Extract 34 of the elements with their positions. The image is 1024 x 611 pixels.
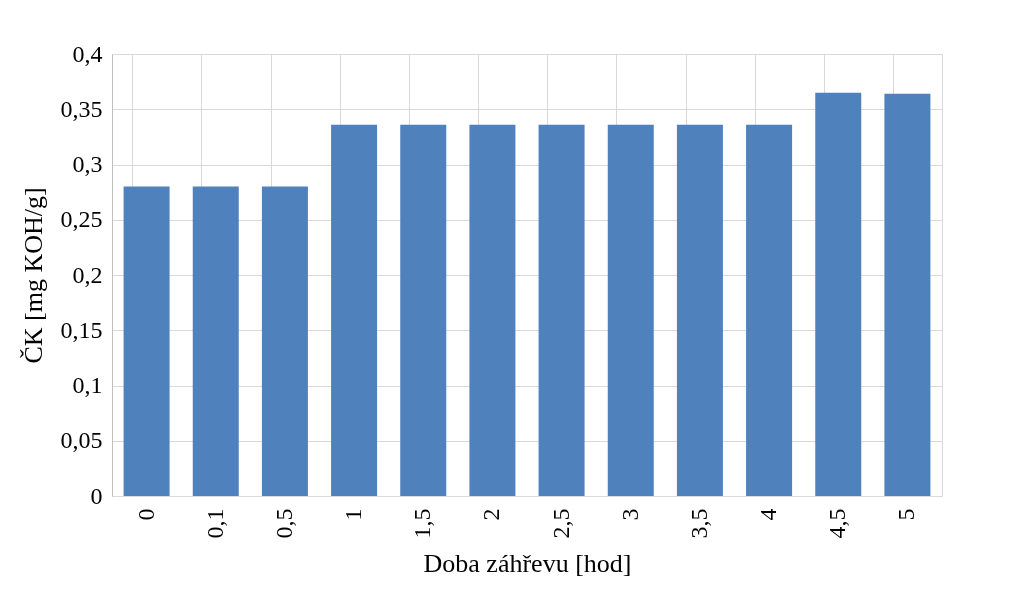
y-tick-label: 0,2 xyxy=(72,261,103,288)
bar xyxy=(123,186,170,496)
x-tick-label: 3,5 xyxy=(685,508,712,539)
y-tick-label: 0,3 xyxy=(72,151,103,177)
y-tick-label: 0,25 xyxy=(60,206,103,233)
x-tick-label: 2 xyxy=(478,508,505,521)
bar xyxy=(331,124,378,496)
x-tick-label: 4 xyxy=(755,508,782,521)
bar xyxy=(746,124,793,496)
y-axis-title: ČK [mg KOH/g] xyxy=(18,187,48,364)
y-tick-label: 0,1 xyxy=(72,372,103,398)
x-tick-label: 0 xyxy=(132,508,159,521)
bar xyxy=(676,124,723,496)
x-tick-label: 0,5 xyxy=(270,508,297,539)
x-tick-label: 0,1 xyxy=(201,508,228,539)
y-tick-label: 0,15 xyxy=(60,316,103,343)
x-tick-label: 1,5 xyxy=(409,508,436,539)
x-tick-label: 1 xyxy=(340,508,367,521)
y-tick-label: 0,4 xyxy=(72,40,103,67)
x-tick-label: 2,5 xyxy=(547,508,574,539)
bar xyxy=(261,186,308,496)
bar xyxy=(400,124,447,496)
x-axis-title: Doba záhřevu [hod] xyxy=(423,548,632,578)
bar xyxy=(538,124,585,496)
bar xyxy=(607,124,654,496)
x-tick-label: 5 xyxy=(893,508,920,521)
bar xyxy=(815,92,862,496)
y-tick-label: 0,05 xyxy=(60,427,103,454)
bar xyxy=(469,124,516,496)
y-tick-label: 0,35 xyxy=(60,95,103,122)
bar xyxy=(884,93,931,496)
x-tick-label: 4,5 xyxy=(824,508,851,539)
bar xyxy=(192,186,239,496)
x-tick-label: 3 xyxy=(616,508,643,521)
